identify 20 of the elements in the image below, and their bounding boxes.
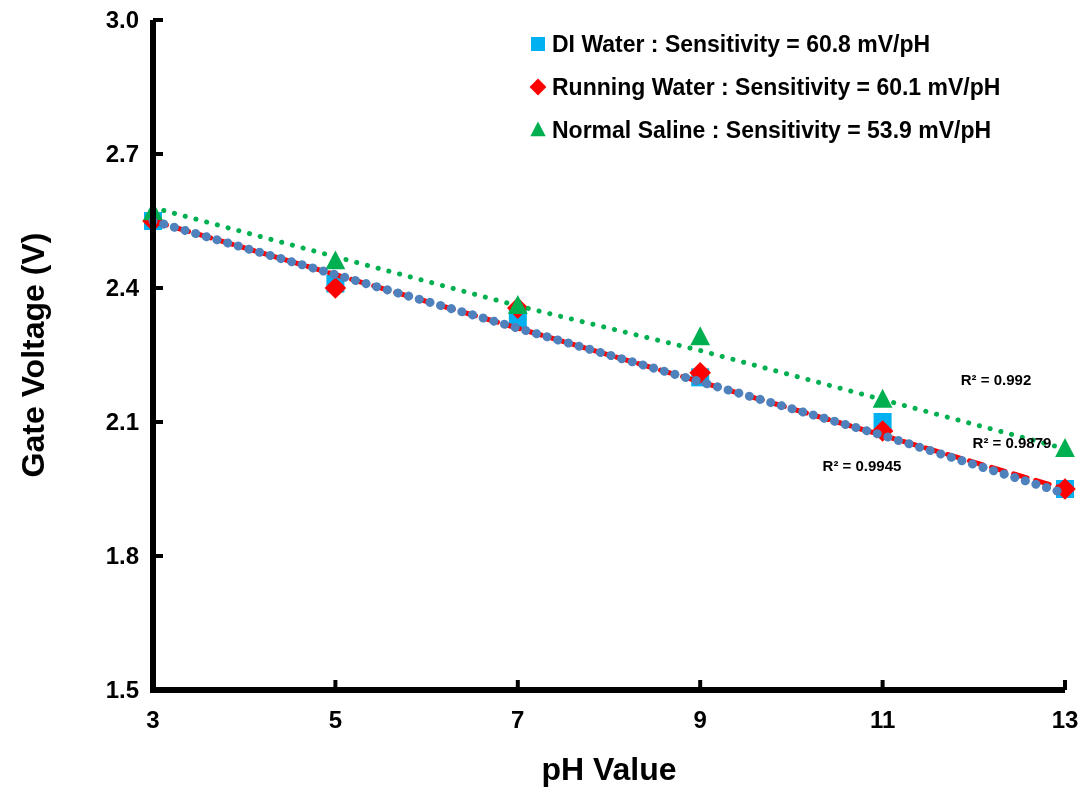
y-tick-label: 3.0 xyxy=(105,6,139,34)
y-tick-label: 1.8 xyxy=(105,542,139,570)
x-axis-title: pH Value xyxy=(541,751,677,787)
legend-label: DI Water : Sensitivity = 60.8 mV/pH xyxy=(552,31,931,58)
x-tick-label: 9 xyxy=(693,706,707,733)
annotation: R² = 0.9879 xyxy=(972,434,1052,452)
annotation: R² = 0.992 xyxy=(960,371,1032,389)
x-tick-label: 5 xyxy=(328,706,343,733)
y-tick-label: 1.5 xyxy=(105,676,139,704)
legend-label: Normal Saline : Sensitivity = 53.9 mV/pH xyxy=(552,117,992,144)
x-tick-label: 7 xyxy=(511,706,525,733)
y-axis-title: Gate Voltage (V) xyxy=(15,232,51,478)
y-tick-label: 2.7 xyxy=(105,140,139,168)
x-tick-label: 13 xyxy=(1051,706,1079,733)
y-tick-label: 2.1 xyxy=(105,408,139,436)
legend-label: Running Water : Sensitivity = 60.1 mV/pH xyxy=(552,74,1001,101)
x-tick-label: 11 xyxy=(869,706,896,733)
x-tick-label: 3 xyxy=(146,706,160,733)
y-tick-label: 2.4 xyxy=(105,274,140,302)
annotation: R² = 0.9945 xyxy=(822,457,902,475)
